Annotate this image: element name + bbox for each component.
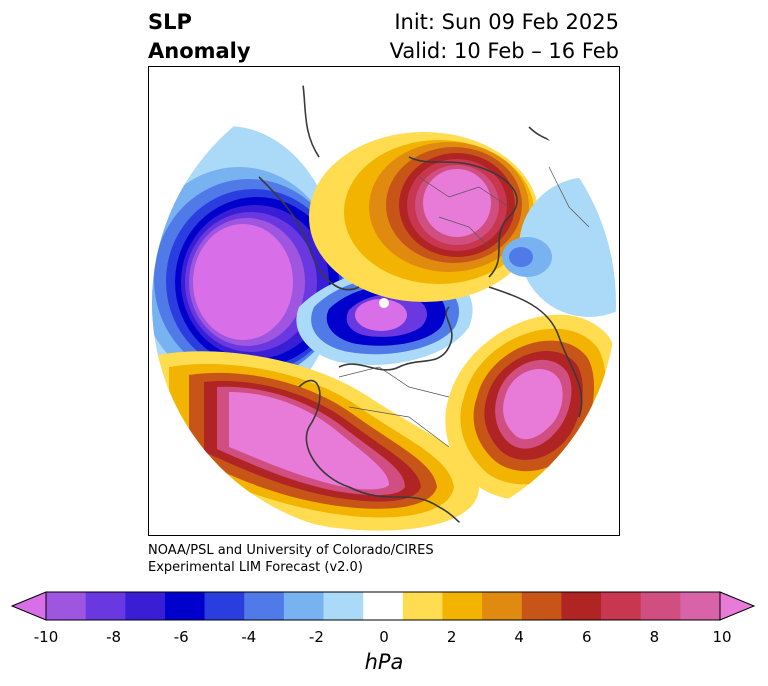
credit-line2: Experimental LIM Forecast (v2.0) (148, 560, 363, 575)
slp-anomaly-map (152, 71, 616, 535)
variable-title-line2: Anomaly (148, 39, 251, 63)
colorbar-tick-label: 10 (712, 628, 732, 646)
colorbar-tick-label: -2 (308, 628, 324, 646)
colorbar-cell (323, 592, 364, 620)
variable-title-line1: SLP (148, 10, 192, 34)
colorbar-cell (363, 592, 404, 620)
colorbar-tick-label: -8 (106, 628, 122, 646)
colorbar-tick-label: -10 (33, 628, 59, 646)
colorbar-cell (125, 592, 166, 620)
colorbar-tick-label: 6 (582, 628, 592, 646)
colorbar-extend-high (719, 591, 756, 621)
borders (338, 166, 590, 448)
colorbar-tick-label: 8 (649, 628, 660, 646)
credit-text: NOAA/PSL and University of Colorado/CIRE… (148, 542, 434, 576)
colorbar-cell (164, 592, 206, 620)
valid-date: Valid: 10 Feb – 16 Feb (389, 39, 619, 63)
colorbar-cell (46, 592, 87, 620)
colorbar-tick-label: -6 (173, 628, 189, 646)
colorbar-unit: hPa (364, 650, 404, 674)
europe-low (502, 177, 616, 317)
colorbar-cell (402, 592, 443, 620)
date-title: Init: Sun 09 Feb 2025 Valid: 10 Feb – 16… (390, 8, 619, 66)
map-panel (148, 66, 620, 536)
colorbar-tick-label: 2 (446, 628, 457, 646)
colorbar-tick-label: 4 (514, 628, 524, 646)
colorbar-cell (640, 592, 681, 620)
colorbar-cell (85, 592, 126, 620)
colorbar-frame (45, 591, 721, 621)
colorbar (10, 591, 756, 621)
colorbar-cell (244, 592, 285, 620)
colorbar-cell (601, 592, 642, 620)
init-date: Init: Sun 09 Feb 2025 (394, 10, 619, 34)
colorbar-cell (680, 592, 721, 620)
colorbar-cell (521, 592, 562, 620)
colorbar-cell (204, 592, 245, 620)
credit-line1: NOAA/PSL and University of Colorado/CIRE… (148, 543, 434, 558)
colorbar-cell (482, 592, 523, 620)
colorbar-cell (561, 592, 602, 620)
siberian-high (309, 132, 539, 302)
colorbar-tick-label: -4 (241, 628, 257, 646)
colorbar-cell (442, 592, 483, 620)
colorbar-extend-low (10, 591, 47, 621)
colorbar-cell (283, 592, 325, 620)
variable-title: SLP Anomaly (148, 8, 251, 66)
colorbar-tick-label: 0 (379, 628, 389, 646)
